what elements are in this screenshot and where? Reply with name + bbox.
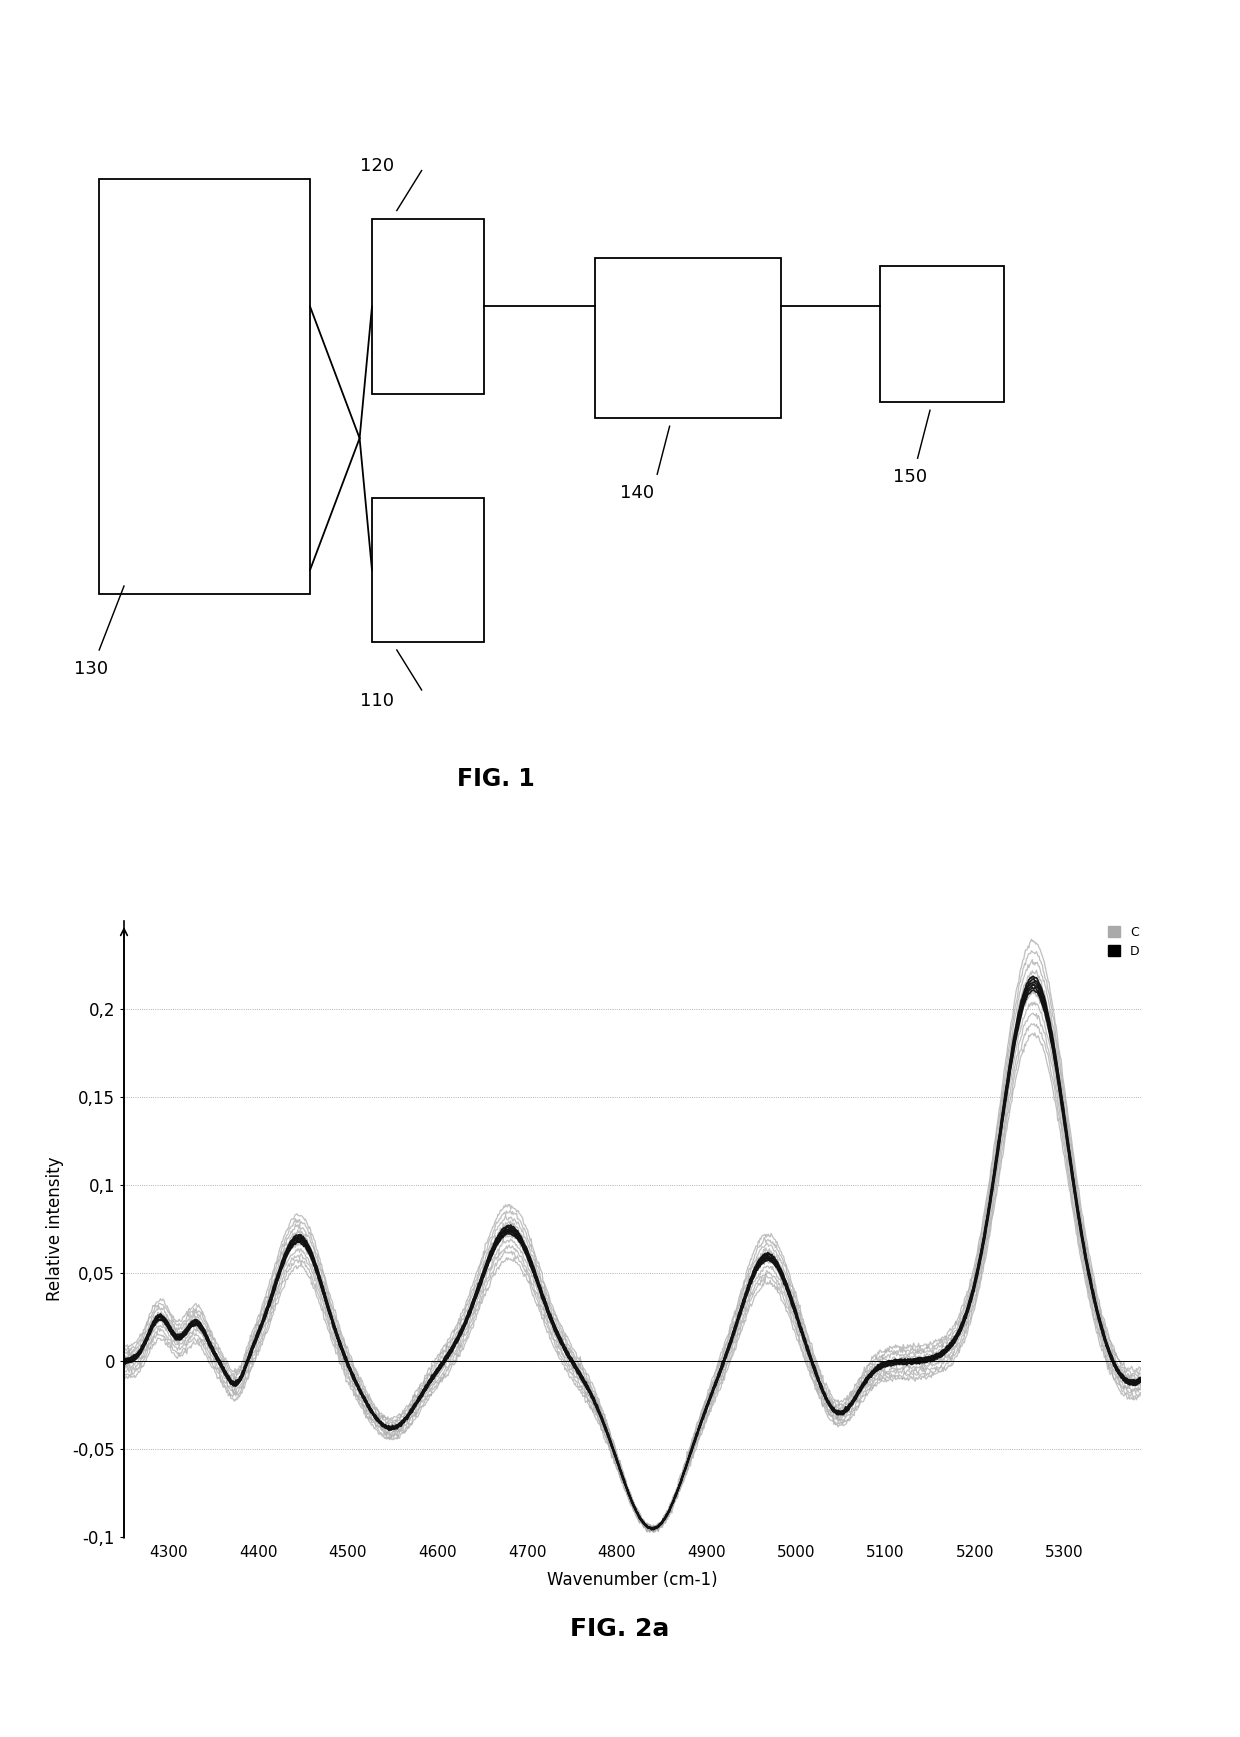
Text: FIG. 2a: FIG. 2a bbox=[570, 1617, 670, 1641]
Text: 120: 120 bbox=[360, 156, 394, 175]
X-axis label: Wavenumber (cm-1): Wavenumber (cm-1) bbox=[547, 1570, 718, 1589]
Text: 140: 140 bbox=[620, 485, 655, 502]
FancyBboxPatch shape bbox=[99, 179, 310, 594]
Text: 130: 130 bbox=[74, 660, 109, 677]
FancyBboxPatch shape bbox=[595, 259, 781, 419]
Y-axis label: Relative intensity: Relative intensity bbox=[46, 1157, 64, 1301]
Text: FIG. 1: FIG. 1 bbox=[458, 766, 534, 790]
Text: 150: 150 bbox=[893, 469, 928, 486]
FancyBboxPatch shape bbox=[372, 219, 484, 394]
FancyBboxPatch shape bbox=[372, 499, 484, 643]
FancyBboxPatch shape bbox=[880, 266, 1004, 403]
Text: 110: 110 bbox=[360, 691, 393, 710]
Legend: C, D: C, D bbox=[1102, 921, 1145, 962]
